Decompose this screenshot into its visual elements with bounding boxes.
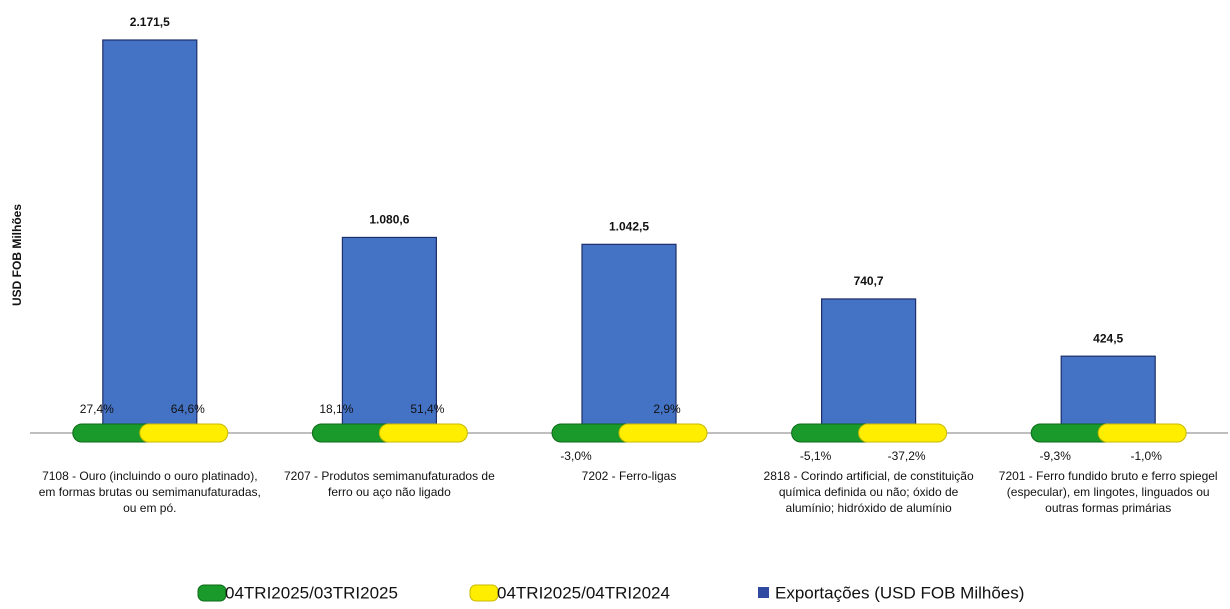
x-tick-label: 7108 - Ouro (incluindo o ouro platinado)… — [38, 469, 261, 515]
pct-bar — [618, 423, 708, 443]
data-label: 1.042,5 — [609, 219, 649, 233]
x-tick-label: 7207 - Produtos semimanufaturados de fer… — [283, 469, 495, 499]
x-tick-label-box: 7201 - Ferro fundido bruto e ferro spieg… — [998, 469, 1218, 515]
pct-label: 27,4% — [80, 402, 114, 416]
legend-label: 04TRI2025/03TRI2025 — [225, 583, 398, 602]
pct-label: -37,2% — [888, 449, 926, 463]
bar — [581, 243, 677, 434]
data-label: 1.080,6 — [369, 213, 409, 227]
y-axis-title: USD FOB Milhões — [10, 204, 24, 306]
pct-bar — [139, 423, 229, 443]
x-tick-label-box: 7108 - Ouro (incluindo o ouro platinado)… — [38, 469, 261, 515]
pct-bar — [1097, 423, 1187, 443]
x-tick-label-box: 7207 - Produtos semimanufaturados de fer… — [283, 469, 495, 499]
legend-swatch — [197, 584, 227, 602]
pct-bar — [858, 423, 948, 443]
pct-label: 2,9% — [653, 402, 681, 416]
pct-label: -3,0% — [560, 449, 592, 463]
pct-label: 51,4% — [410, 402, 444, 416]
pct-label: 64,6% — [171, 402, 205, 416]
pct-label: -5,1% — [800, 449, 832, 463]
x-tick-label-box: 2818 - Corindo artificial, de constituiç… — [763, 469, 974, 515]
pct-bar — [378, 423, 468, 443]
x-tick-label: 2818 - Corindo artificial, de constituiç… — [763, 469, 974, 515]
data-label: 740,7 — [854, 274, 884, 288]
data-label: 424,5 — [1093, 331, 1123, 345]
legend-label: Exportações (USD FOB Milhões) — [775, 583, 1024, 602]
bar — [820, 298, 917, 434]
x-tick-label: 7202 - Ferro-ligas — [581, 469, 677, 483]
x-tick-label-box: 7202 - Ferro-ligas — [581, 469, 677, 483]
pct-label: -1,0% — [1131, 449, 1163, 463]
bar — [102, 39, 198, 434]
legend-swatch — [758, 587, 769, 598]
legend-label: 04TRI2025/04TRI2024 — [497, 583, 670, 602]
x-tick-label: 7201 - Ferro fundido bruto e ferro spieg… — [998, 469, 1218, 515]
pct-label: -9,3% — [1040, 449, 1072, 463]
pct-label: 18,1% — [319, 402, 353, 416]
legend-swatch — [469, 584, 499, 602]
data-label: 2.171,5 — [130, 15, 170, 29]
bar — [1060, 355, 1156, 434]
